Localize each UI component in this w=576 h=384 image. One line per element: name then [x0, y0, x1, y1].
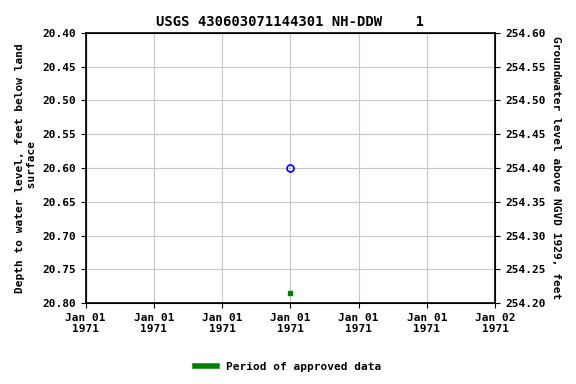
Y-axis label: Depth to water level, feet below land
 surface: Depth to water level, feet below land su…	[15, 43, 37, 293]
Y-axis label: Groundwater level above NGVD 1929, feet: Groundwater level above NGVD 1929, feet	[551, 36, 561, 300]
Title: USGS 430603071144301 NH-DDW    1: USGS 430603071144301 NH-DDW 1	[157, 15, 425, 29]
Legend: Period of approved data: Period of approved data	[191, 357, 385, 377]
